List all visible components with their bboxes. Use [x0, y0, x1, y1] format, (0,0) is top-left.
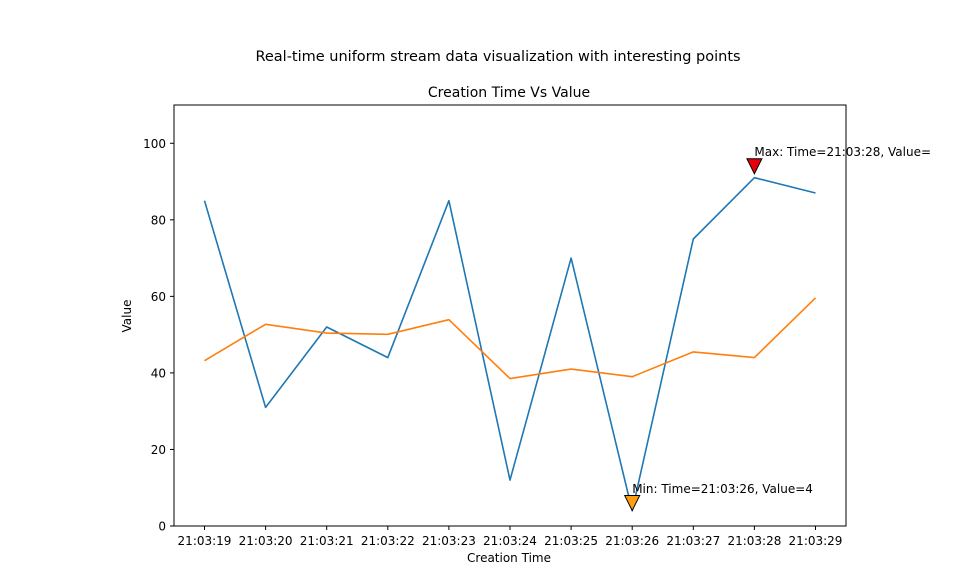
y-tick-label: 0: [158, 520, 166, 534]
max-marker: [746, 158, 763, 175]
y-tick-label: 20: [151, 443, 166, 457]
x-axis-label: Creation Time: [467, 551, 551, 565]
x-tick-label: 21:03:24: [483, 534, 537, 548]
x-tick-label: 21:03:23: [422, 534, 476, 548]
x-tick-label: 21:03:25: [544, 534, 598, 548]
plot-area: 0 20 40 60 80 100 21:03:19 21:03:20 21:03:21 21:0…: [143, 104, 931, 548]
annotations: Max: Time=21:03:28, Value= Min: Time=21:0…: [623, 145, 931, 512]
y-tick-label: 60: [151, 290, 166, 304]
x-tick-label: 21:03:22: [361, 534, 415, 548]
series-line-1: [203, 176, 816, 512]
y-tick-label: 40: [151, 366, 166, 380]
max-annotation: Max: Time=21:03:28, Value=: [754, 145, 931, 159]
x-tick-label: 21:03:20: [239, 534, 293, 548]
y-axis-label: Value: [120, 300, 134, 333]
x-tick-label: 21:03:28: [727, 534, 781, 548]
min-annotation: Min: Time=21:03:26, Value=4: [632, 482, 813, 496]
chart-title: Creation Time Vs Value: [428, 85, 590, 101]
series-line-2: [204, 297, 817, 380]
y-tick-label: 100: [143, 137, 166, 151]
x-tick-label: 21:03:26: [605, 534, 659, 548]
y-tick-label: 80: [151, 213, 166, 227]
x-tick-label: 21:03:21: [300, 534, 354, 548]
x-tick-label: 21:03:29: [789, 534, 843, 548]
x-tick-label: 21:03:19: [178, 534, 232, 548]
axes-frame: [173, 104, 847, 527]
min-marker: [623, 495, 641, 512]
x-tick-label: 21:03:27: [666, 534, 720, 548]
figure-title: Real-time uniform stream data visualizat…: [255, 49, 740, 65]
